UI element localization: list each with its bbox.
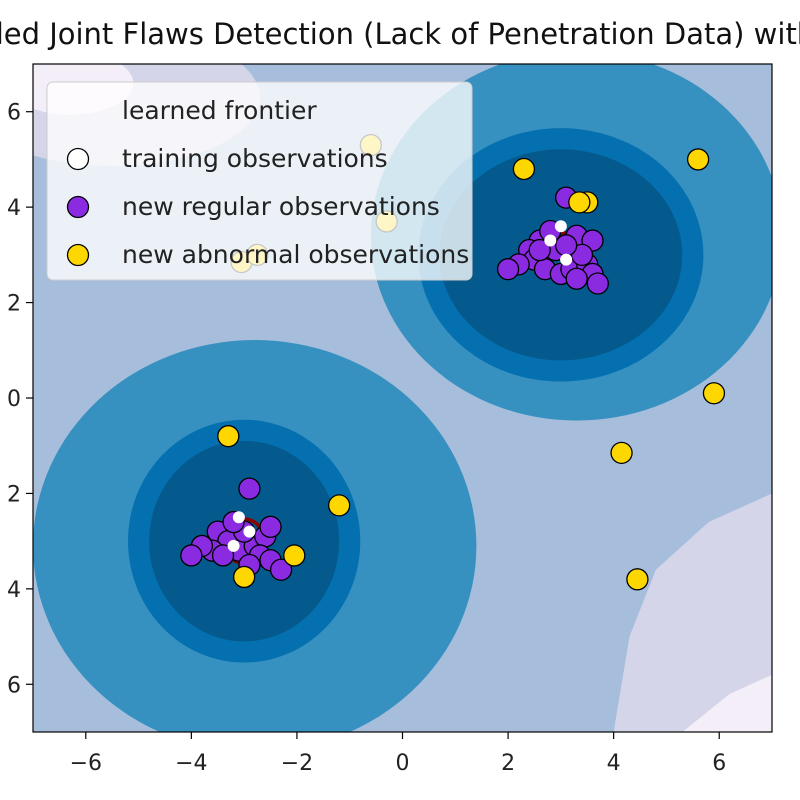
abnormal-point [217, 425, 240, 448]
x-tick-label: 0 [396, 751, 410, 776]
training-point [243, 525, 256, 538]
legend-marker [66, 147, 90, 171]
training-point [560, 253, 573, 266]
legend-label: learned frontier [122, 96, 317, 125]
training-point [227, 539, 240, 552]
x-tick-label: 6 [712, 751, 726, 776]
legend-label: new abnormal observations [122, 240, 469, 269]
contour-level-lightest [682, 674, 772, 732]
training-point [554, 220, 567, 233]
y-tick-label: 6 [7, 673, 21, 698]
regular-point [259, 515, 282, 538]
y-tick-label: 4 [7, 196, 21, 221]
regular-point [180, 544, 203, 567]
x-tick-label: 2 [501, 751, 515, 776]
regular-point [269, 558, 293, 581]
y-tick-label: 2 [7, 482, 21, 507]
legend-marker [66, 243, 90, 267]
x-tick-label: 4 [607, 751, 621, 776]
training-point [544, 234, 557, 247]
abnormal-point [568, 191, 591, 214]
contour-level-light [613, 493, 772, 732]
regular-point [496, 258, 520, 281]
y-tick-label: 6 [7, 101, 21, 126]
regular-point [238, 477, 261, 500]
y-tick-label: 0 [7, 387, 21, 412]
legend-label: training observations [122, 144, 388, 173]
regular-point [554, 234, 578, 257]
abnormal-point [512, 157, 536, 181]
abnormal-point [702, 382, 726, 405]
abnormal-point [610, 441, 633, 465]
regular-point [565, 267, 588, 290]
x-tick-label: −6 [70, 751, 102, 776]
regular-point [528, 238, 551, 262]
regular-point [586, 272, 609, 295]
training-point [232, 511, 245, 524]
regular-point [211, 544, 235, 567]
y-tick-label: 4 [7, 578, 21, 603]
abnormal-point [626, 568, 649, 591]
legend-box [46, 81, 473, 281]
chart-title: elded Joint Flaws Detection (Lack of Pen… [0, 17, 800, 51]
x-tick-label: −4 [175, 751, 207, 776]
abnormal-point [283, 544, 306, 567]
legend: learned frontier training observations new… [46, 81, 473, 281]
abnormal-point [686, 148, 710, 171]
abnormal-point [328, 494, 351, 517]
abnormal-point [232, 565, 256, 589]
x-tick-label: −2 [281, 751, 313, 776]
legend-label: new regular observations [122, 192, 440, 221]
axes: −6 −4 −2 0 2 4 6 6 4 2 0 2 4 6 [7, 101, 726, 776]
y-tick-label: 2 [7, 292, 21, 317]
scatter-points [180, 133, 726, 591]
legend-marker [66, 195, 90, 219]
